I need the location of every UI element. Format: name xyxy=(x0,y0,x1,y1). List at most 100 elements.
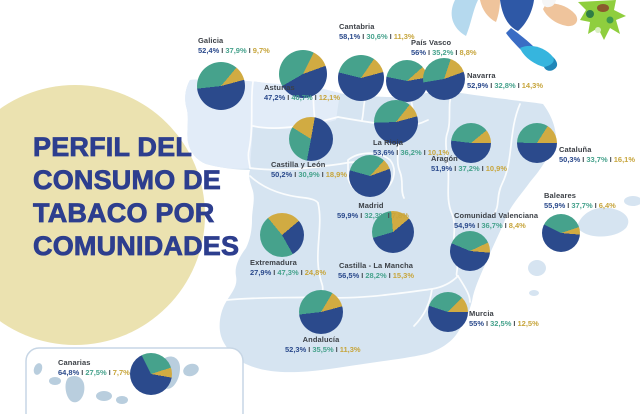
pie-aragon xyxy=(451,123,491,163)
region-label-galicia: Galicia 52,4% I 37,9% I 9,7% xyxy=(198,36,270,55)
region-label-comunidad_valenciana: Comunidad Valenciana 54,9% I 36,7% I 8,4% xyxy=(454,211,538,230)
region-label-canarias: Canarias 64,8% I 27,5% I 7,7% xyxy=(58,358,130,377)
region-name: Galicia xyxy=(198,36,224,45)
region-value-1: 58,1% xyxy=(339,31,361,41)
value-separator: I xyxy=(389,31,392,41)
region-label-murcia: Murcia 55% I 32,5% I 12,5% xyxy=(469,309,539,328)
value-separator: I xyxy=(248,45,251,55)
pie-pais_vasco xyxy=(386,60,428,102)
region-label-castilla_la_mancha: Castilla - La Mancha 56,5% I 28,2% I 15,3% xyxy=(337,261,415,280)
value-separator: I xyxy=(454,163,457,173)
region-values: 52,9% I 32,8% I 14,3% xyxy=(467,81,543,91)
region-value-1: 47,2% xyxy=(264,92,286,102)
region-value-3: 10,1% xyxy=(427,147,450,157)
pie-comunidad_valenciana xyxy=(450,231,490,271)
light-shoe-shape xyxy=(451,0,478,36)
value-separator: I xyxy=(481,163,484,173)
region-value-3: 7,7% xyxy=(112,367,130,377)
pie-cantabria xyxy=(338,55,384,101)
region-value-3: 8,8% xyxy=(459,47,477,57)
region-value-1: 50,3% xyxy=(559,154,581,164)
value-separator: I xyxy=(504,220,507,230)
value-separator: I xyxy=(490,80,493,90)
title-line-1: PERFIL DEL xyxy=(33,132,193,163)
region-value-1: 56% xyxy=(411,47,427,57)
page-title: PERFIL DEL CONSUMO DE TABACO POR COMUNID… xyxy=(33,131,263,263)
region-name: Asturias xyxy=(264,83,295,92)
pie-andalucia xyxy=(299,290,343,334)
region-value-2: 33,7% xyxy=(586,154,608,164)
region-value-1: 54,9% xyxy=(454,220,476,230)
value-separator: I xyxy=(517,80,520,90)
pie-la_rioja xyxy=(374,100,418,144)
region-value-3: 11,3% xyxy=(339,344,361,354)
region-label-la_rioja: La Rioja 53,6% I 36,2% I 10,1% xyxy=(373,138,449,157)
region-label-extremadura: Extremadura 27,9% I 47,3% I 24,8% xyxy=(250,258,326,277)
region-value-2: 35,2% xyxy=(432,47,454,57)
region-label-castilla_y_leon: Castilla y León 50,2% I 30,9% I 18,9% xyxy=(271,160,347,179)
region-value-2: 35,5% xyxy=(312,344,334,354)
region-value-1: 53,6% xyxy=(373,147,395,157)
region-name: Comunidad Valenciana xyxy=(454,211,539,220)
value-separator: I xyxy=(513,318,516,328)
region-label-aragon: Aragón 51,9% I 37,2% I 10,9% xyxy=(431,154,507,173)
region-name: Castilla - La Mancha xyxy=(338,261,414,270)
value-separator: I xyxy=(81,367,84,377)
title-line-3: TABACO POR xyxy=(33,198,215,229)
region-value-2: 37,7% xyxy=(571,200,593,210)
value-separator: I xyxy=(308,344,311,354)
pie-galicia xyxy=(197,62,245,110)
pie-canarias xyxy=(130,353,172,395)
value-separator: I xyxy=(287,92,290,102)
value-separator: I xyxy=(477,220,480,230)
region-values: 50,2% I 30,9% I 18,9% xyxy=(271,170,347,180)
region-value-3: 7,8% xyxy=(391,210,409,220)
region-name: Cantabria xyxy=(339,22,375,31)
region-value-3: 9,7% xyxy=(252,45,270,55)
value-separator: I xyxy=(567,200,570,210)
title-line-2: CONSUMO DE xyxy=(33,165,222,196)
region-name: Castilla y León xyxy=(271,160,326,169)
region-label-madrid: Madrid 59,9% I 32,3% I 7,8% xyxy=(337,201,409,220)
region-value-1: 55% xyxy=(469,318,485,328)
region-value-2: 32,8% xyxy=(494,80,516,90)
value-separator: I xyxy=(362,31,365,41)
region-values: 56,5% I 28,2% I 15,3% xyxy=(337,271,415,281)
pie-castilla_la_mancha xyxy=(372,211,414,253)
region-value-2: 47,3% xyxy=(277,267,299,277)
region-value-1: 52,3% xyxy=(285,344,307,354)
region-values: 55,9% I 37,7% I 6,4% xyxy=(544,201,616,211)
arm-skin-shape xyxy=(480,0,500,22)
value-separator: I xyxy=(387,210,390,220)
region-value-1: 55,9% xyxy=(544,200,566,210)
value-separator: I xyxy=(273,267,276,277)
value-separator: I xyxy=(582,154,585,164)
region-value-3: 10,9% xyxy=(485,163,508,173)
region-value-2: 32,3% xyxy=(364,210,386,220)
region-values: 55% I 32,5% I 12,5% xyxy=(469,319,539,329)
pie-cataluna xyxy=(517,123,557,163)
value-separator: I xyxy=(108,367,111,377)
region-name: Andalucía xyxy=(302,335,340,344)
region-value-2: 27,5% xyxy=(85,367,107,377)
region-value-1: 52,9% xyxy=(467,80,489,90)
value-separator: I xyxy=(300,267,303,277)
region-value-3: 18,9% xyxy=(325,169,348,179)
region-value-1: 51,9% xyxy=(431,163,453,173)
region-value-3: 12,5% xyxy=(517,318,539,328)
region-values: 50,3% I 33,7% I 16,1% xyxy=(559,155,635,165)
region-values: 52,3% I 35,5% I 11,3% xyxy=(285,344,361,355)
region-value-1: 59,9% xyxy=(337,210,359,220)
region-values: 58,1% I 30,6% I 11,3% xyxy=(339,32,415,42)
pie-extremadura xyxy=(260,213,304,257)
region-value-1: 52,4% xyxy=(198,45,220,55)
value-separator: I xyxy=(360,210,363,220)
value-separator: I xyxy=(388,270,391,280)
region-value-2: 36,2% xyxy=(400,147,422,157)
region-values: 47,2% I 40,7% I 12,1% xyxy=(264,93,340,103)
region-label-baleares: Baleares 55,9% I 37,7% I 6,4% xyxy=(544,191,616,210)
pie-asturias xyxy=(279,50,327,98)
region-value-3: 14,3% xyxy=(521,80,544,90)
region-name: Murcia xyxy=(469,309,494,318)
splash-dot xyxy=(606,16,614,24)
